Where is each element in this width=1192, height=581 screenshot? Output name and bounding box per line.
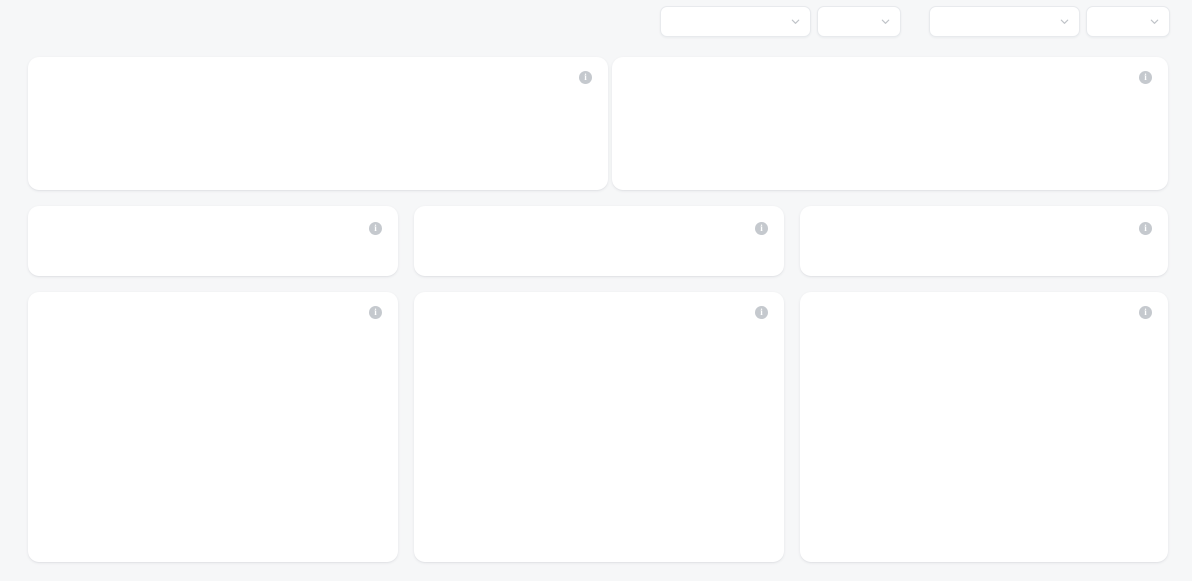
info-icon[interactable]: i [369,222,382,235]
filter-customer-group-value[interactable] [817,6,901,37]
chevron-down-icon [1060,19,1069,24]
chevron-down-icon [881,19,890,24]
card-transactions-emails: i [414,292,784,562]
card-total-sales-evolution: i [28,57,608,190]
filter-bar [660,6,1170,37]
card-top-product: i [800,206,1168,276]
info-icon[interactable]: i [755,306,768,319]
info-icon[interactable]: i [1139,306,1152,319]
chevron-down-icon [791,19,800,24]
info-icon[interactable]: i [369,306,382,319]
card-total-sales-by-product: i [800,292,1168,562]
card-top-customer: i [414,206,784,276]
filter-product[interactable] [929,6,1080,37]
info-icon[interactable]: i [755,222,768,235]
filter-customer-group[interactable] [660,6,811,37]
chevron-down-icon [1150,19,1159,24]
info-icon[interactable]: i [579,71,592,84]
filter-product-value[interactable] [1086,6,1170,37]
card-total-sales-customer-group: i [612,57,1168,190]
info-icon[interactable]: i [1139,71,1152,84]
dashboard-header [0,0,1192,46]
card-best-selling-date: i [28,206,398,276]
info-icon[interactable]: i [1139,222,1152,235]
card-quarterly-sales-growth: i [28,292,398,562]
